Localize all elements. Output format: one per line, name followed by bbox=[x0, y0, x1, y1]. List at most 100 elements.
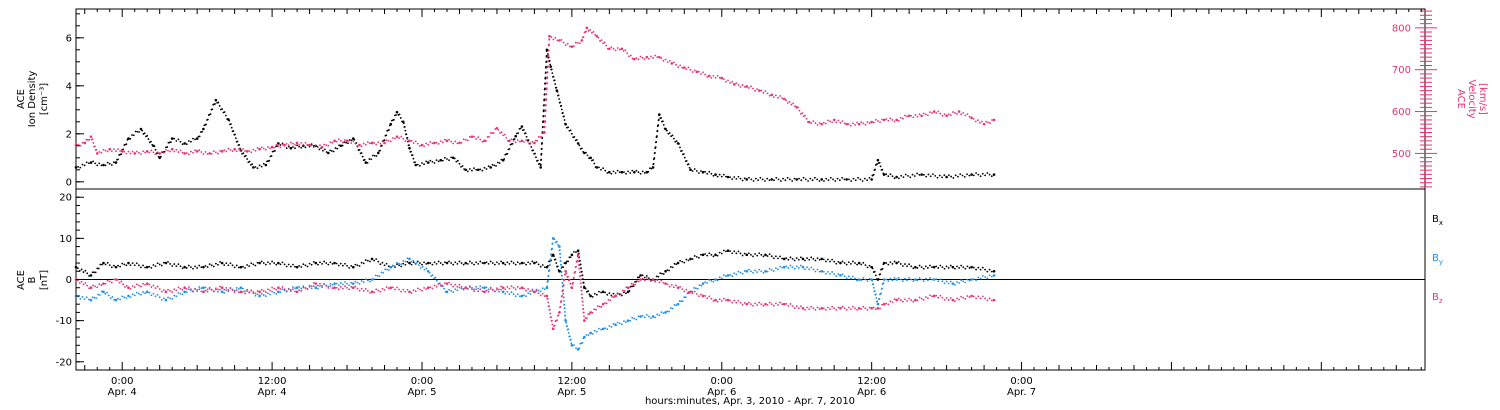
by-trace-dot bbox=[356, 281, 359, 284]
velocity-trace-dot bbox=[206, 152, 209, 155]
density-trace-dot bbox=[542, 109, 545, 112]
density-trace-dot bbox=[329, 149, 331, 152]
bz-trace-dot bbox=[760, 303, 763, 306]
velocity-trace-dot bbox=[354, 142, 357, 145]
by-trace-dot bbox=[972, 278, 975, 280]
bz-trace-dot bbox=[670, 283, 673, 286]
density-trace-dot bbox=[578, 144, 581, 147]
density-trace-dot bbox=[725, 175, 727, 178]
velocity-trace-dot bbox=[546, 82, 548, 84]
velocity-trace-dot bbox=[666, 61, 669, 64]
by-trace-dot bbox=[350, 281, 353, 284]
density-trace-dot bbox=[270, 155, 273, 157]
density-trace-dot bbox=[448, 159, 450, 162]
bz-point bbox=[570, 286, 574, 290]
velocity-trace-dot bbox=[712, 74, 715, 77]
by-trace-dot bbox=[922, 280, 925, 282]
bx-trace-dot bbox=[317, 263, 319, 266]
density-point bbox=[408, 146, 411, 150]
bx-trace-dot bbox=[729, 250, 731, 253]
by-point bbox=[932, 278, 936, 281]
density-point bbox=[426, 161, 430, 164]
by-point bbox=[782, 265, 786, 269]
bz-trace-dot bbox=[683, 290, 686, 293]
by-trace-dot bbox=[428, 271, 431, 274]
density-point bbox=[970, 173, 973, 176]
bz-trace-dot bbox=[196, 290, 199, 293]
velocity-point bbox=[283, 143, 286, 147]
by-trace-dot bbox=[123, 296, 126, 299]
bz-trace-dot bbox=[708, 295, 711, 298]
velocity-trace-dot bbox=[854, 124, 856, 126]
by-trace-dot bbox=[779, 265, 781, 268]
by-trace-dot bbox=[339, 281, 342, 284]
bx-trace-dot bbox=[489, 260, 492, 263]
density-point bbox=[102, 163, 105, 167]
bx-trace-dot bbox=[456, 262, 459, 265]
velocity-trace-dot bbox=[864, 123, 867, 126]
density-trace-dot bbox=[230, 126, 233, 129]
bz-trace-dot bbox=[731, 301, 734, 304]
bz-trace-dot bbox=[648, 278, 650, 281]
by-trace-dot bbox=[708, 279, 711, 281]
bx-point bbox=[408, 261, 411, 265]
bz-trace-dot bbox=[181, 288, 184, 291]
bz-trace-dot bbox=[704, 294, 707, 297]
right-tick-label: 600 bbox=[1392, 107, 1411, 118]
x-tick-time-label: 0:00 bbox=[411, 376, 433, 387]
bx-trace-dot bbox=[244, 266, 246, 269]
bz-trace-dot bbox=[660, 279, 663, 282]
velocity-point bbox=[358, 143, 361, 147]
bx-trace-dot bbox=[133, 264, 136, 267]
by-trace-dot bbox=[789, 264, 792, 267]
bz-trace-dot bbox=[350, 286, 353, 288]
velocity-trace-dot bbox=[129, 152, 132, 155]
velocity-trace-dot bbox=[88, 138, 91, 141]
velocity-trace-dot bbox=[152, 151, 155, 154]
by-trace-dot bbox=[443, 287, 445, 290]
x-tick-time-label: 0:00 bbox=[111, 376, 133, 387]
density-trace-dot bbox=[643, 172, 646, 174]
by-trace-dot bbox=[564, 314, 567, 317]
bz-trace-dot bbox=[341, 287, 344, 290]
bx-trace-dot bbox=[816, 257, 819, 260]
bx-trace-dot bbox=[893, 260, 896, 263]
density-trace-dot bbox=[540, 158, 543, 161]
velocity-trace-dot bbox=[142, 150, 144, 153]
bz-trace-dot bbox=[300, 289, 303, 292]
bz-trace-dot bbox=[954, 300, 956, 303]
velocity-point bbox=[120, 150, 124, 153]
bx-trace-dot bbox=[623, 291, 625, 294]
by-trace-dot bbox=[99, 294, 101, 296]
by-trace-dot bbox=[812, 268, 815, 271]
by-trace-dot bbox=[477, 287, 480, 290]
velocity-trace-dot bbox=[935, 112, 938, 114]
bx-trace-dot bbox=[582, 278, 584, 280]
density-trace-dot bbox=[232, 130, 235, 132]
density-trace-dot bbox=[544, 82, 547, 85]
by-trace-dot bbox=[551, 242, 554, 245]
by-trace-dot bbox=[160, 298, 163, 301]
bz-trace-dot bbox=[217, 288, 219, 291]
by-trace-dot bbox=[720, 277, 723, 280]
density-trace-dot bbox=[963, 175, 966, 178]
by-trace-dot bbox=[91, 296, 94, 299]
density-trace-dot bbox=[341, 144, 344, 147]
density-trace-dot bbox=[927, 173, 930, 176]
bz-trace-dot bbox=[348, 288, 351, 291]
bz-trace-dot bbox=[804, 308, 806, 311]
velocity-trace-dot bbox=[140, 153, 142, 155]
velocity-trace-dot bbox=[360, 145, 363, 148]
by-trace-dot bbox=[555, 240, 558, 243]
velocity-trace-dot bbox=[416, 142, 419, 145]
by-point bbox=[520, 294, 524, 298]
by-trace-dot bbox=[433, 277, 435, 280]
velocity-trace-dot bbox=[614, 49, 617, 52]
velocity-trace-dot bbox=[448, 138, 450, 141]
bz-trace-dot bbox=[556, 319, 558, 322]
bx-trace-dot bbox=[462, 263, 465, 266]
by-trace-dot bbox=[500, 288, 503, 291]
velocity-axis-label-1: ACE bbox=[1455, 89, 1466, 109]
density-trace-dot bbox=[666, 129, 668, 132]
velocity-trace-dot bbox=[576, 42, 579, 44]
